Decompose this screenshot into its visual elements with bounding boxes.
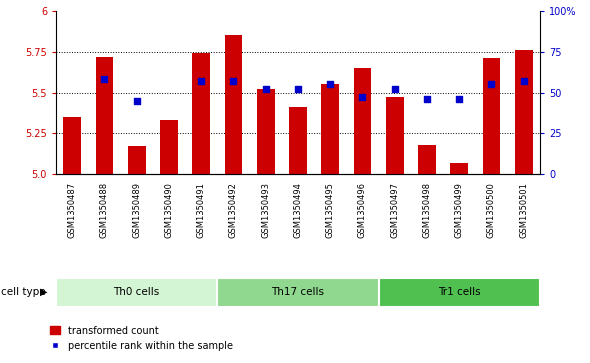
Point [326, 81, 335, 87]
Point [132, 98, 142, 103]
Text: cell type: cell type [1, 287, 45, 297]
Text: GSM1350495: GSM1350495 [326, 182, 335, 238]
Text: GSM1350494: GSM1350494 [293, 182, 303, 238]
Bar [63, 117, 81, 174]
Point [196, 78, 206, 84]
Text: GSM1350500: GSM1350500 [487, 182, 496, 238]
Text: GSM1350497: GSM1350497 [390, 182, 399, 238]
Bar [515, 50, 533, 174]
Bar [225, 36, 242, 174]
Bar [379, 277, 540, 307]
Point [390, 86, 399, 92]
Point [487, 81, 496, 87]
Bar [450, 163, 468, 174]
Text: GSM1350490: GSM1350490 [165, 182, 173, 238]
Text: GSM1350492: GSM1350492 [229, 182, 238, 238]
Bar [192, 53, 210, 174]
Text: Th17 cells: Th17 cells [271, 287, 325, 297]
Text: GSM1350501: GSM1350501 [519, 182, 528, 238]
Text: GSM1350489: GSM1350489 [132, 182, 141, 238]
Bar [418, 145, 436, 174]
Text: GSM1350496: GSM1350496 [358, 182, 367, 238]
Point [358, 94, 367, 100]
Point [519, 78, 529, 84]
Point [261, 86, 270, 92]
Bar [56, 277, 217, 307]
Bar [386, 98, 404, 174]
Point [229, 78, 238, 84]
Point [422, 96, 432, 102]
Bar [96, 57, 113, 174]
Bar [322, 85, 339, 174]
Text: GSM1350498: GSM1350498 [422, 182, 431, 238]
Point [454, 96, 464, 102]
Bar [289, 107, 307, 174]
Bar [217, 277, 379, 307]
Text: GSM1350487: GSM1350487 [68, 182, 77, 238]
Bar [128, 147, 146, 174]
Point [293, 86, 303, 92]
Text: Tr1 cells: Tr1 cells [438, 287, 480, 297]
Text: GSM1350488: GSM1350488 [100, 182, 109, 238]
Bar [257, 89, 274, 174]
Point [100, 77, 109, 82]
Text: GSM1350499: GSM1350499 [455, 182, 464, 238]
Bar [160, 120, 178, 174]
Text: Th0 cells: Th0 cells [113, 287, 160, 297]
Legend: transformed count, percentile rank within the sample: transformed count, percentile rank withi… [46, 322, 237, 355]
Text: GSM1350493: GSM1350493 [261, 182, 270, 238]
Bar [353, 68, 371, 174]
Text: GSM1350491: GSM1350491 [196, 182, 206, 238]
Text: ▶: ▶ [40, 287, 48, 297]
Bar [483, 58, 500, 174]
